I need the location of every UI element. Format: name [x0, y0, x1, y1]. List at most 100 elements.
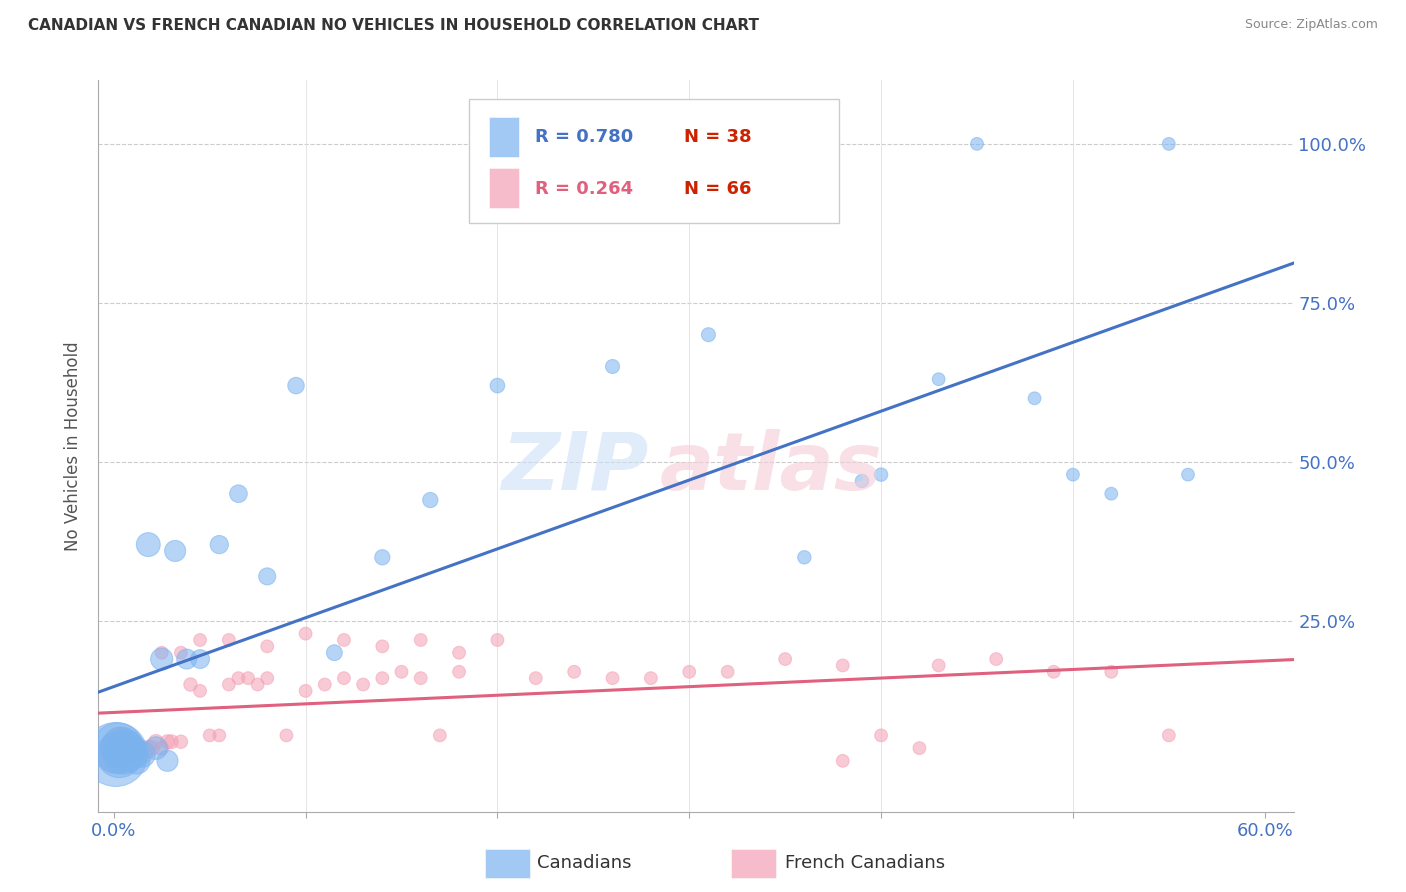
- Point: [108, 735, 131, 749]
- Point: [793, 550, 815, 565]
- Text: CANADIAN VS FRENCH CANADIAN NO VEHICLES IN HOUSEHOLD CORRELATION CHART: CANADIAN VS FRENCH CANADIAN NO VEHICLES …: [28, 18, 759, 33]
- Point: [486, 632, 509, 647]
- Point: [122, 741, 145, 756]
- Point: [602, 671, 624, 685]
- Point: [640, 671, 662, 685]
- Point: [966, 136, 988, 151]
- Text: R = 0.780: R = 0.780: [534, 128, 633, 145]
- Point: [125, 741, 148, 756]
- Point: [678, 665, 700, 679]
- Point: [104, 747, 127, 762]
- Point: [294, 684, 316, 698]
- Point: [1157, 728, 1180, 742]
- Point: [112, 747, 135, 762]
- Text: Canadians: Canadians: [537, 855, 631, 872]
- Text: N = 66: N = 66: [685, 179, 752, 197]
- Point: [188, 632, 211, 647]
- Point: [717, 665, 740, 679]
- Point: [118, 741, 141, 756]
- Text: Source: ZipAtlas.com: Source: ZipAtlas.com: [1244, 18, 1378, 31]
- Point: [285, 378, 308, 392]
- Point: [188, 652, 211, 666]
- Point: [870, 728, 893, 742]
- Point: [110, 747, 132, 762]
- Point: [179, 677, 201, 691]
- Point: [170, 735, 193, 749]
- Point: [333, 671, 356, 685]
- Point: [136, 741, 159, 756]
- Point: [562, 665, 585, 679]
- Point: [928, 658, 950, 673]
- Point: [198, 728, 221, 742]
- Point: [449, 665, 471, 679]
- Point: [246, 677, 269, 691]
- Point: [1062, 467, 1084, 482]
- Point: [122, 747, 145, 762]
- Point: [150, 646, 173, 660]
- Point: [120, 747, 142, 762]
- Point: [125, 754, 148, 768]
- Point: [928, 372, 950, 386]
- Point: [1099, 665, 1122, 679]
- Point: [114, 741, 136, 756]
- Point: [115, 747, 138, 762]
- Point: [986, 652, 1008, 666]
- Point: [150, 652, 173, 666]
- Point: [1157, 136, 1180, 151]
- Point: [145, 741, 167, 756]
- Point: [208, 538, 231, 552]
- Point: [323, 646, 346, 660]
- Point: [218, 677, 240, 691]
- Point: [145, 735, 167, 749]
- Point: [115, 747, 138, 762]
- Point: [256, 671, 278, 685]
- Point: [170, 646, 193, 660]
- Point: [1177, 467, 1199, 482]
- Point: [136, 538, 159, 552]
- Point: [156, 754, 179, 768]
- Point: [486, 378, 509, 392]
- Point: [188, 684, 211, 698]
- Point: [1099, 486, 1122, 500]
- Text: N = 38: N = 38: [685, 128, 752, 145]
- Point: [131, 747, 153, 762]
- Point: [160, 735, 183, 749]
- Point: [333, 632, 356, 647]
- Point: [218, 632, 240, 647]
- Point: [908, 741, 931, 756]
- Point: [870, 467, 893, 482]
- Point: [150, 741, 173, 756]
- Point: [419, 493, 441, 508]
- Point: [141, 741, 163, 756]
- Point: [391, 665, 413, 679]
- Point: [831, 754, 853, 768]
- Point: [112, 741, 135, 756]
- Point: [697, 327, 720, 342]
- Point: [228, 486, 250, 500]
- Point: [409, 671, 432, 685]
- Point: [129, 741, 152, 756]
- Point: [276, 728, 298, 742]
- FancyBboxPatch shape: [470, 99, 839, 223]
- Point: [104, 747, 127, 762]
- Text: French Canadians: French Canadians: [785, 855, 945, 872]
- Point: [107, 741, 129, 756]
- Point: [352, 677, 374, 691]
- Point: [409, 632, 432, 647]
- Point: [851, 474, 873, 488]
- Point: [134, 747, 156, 762]
- Point: [1024, 392, 1046, 406]
- Point: [256, 569, 278, 583]
- Point: [371, 671, 394, 685]
- Point: [107, 741, 129, 756]
- Point: [449, 646, 471, 660]
- Bar: [489, 168, 519, 209]
- Y-axis label: No Vehicles in Household: No Vehicles in Household: [65, 341, 83, 551]
- Point: [1042, 665, 1064, 679]
- Point: [118, 741, 141, 756]
- Point: [110, 741, 132, 756]
- Point: [256, 640, 278, 654]
- Point: [294, 626, 316, 640]
- Point: [314, 677, 336, 691]
- Point: [371, 550, 394, 565]
